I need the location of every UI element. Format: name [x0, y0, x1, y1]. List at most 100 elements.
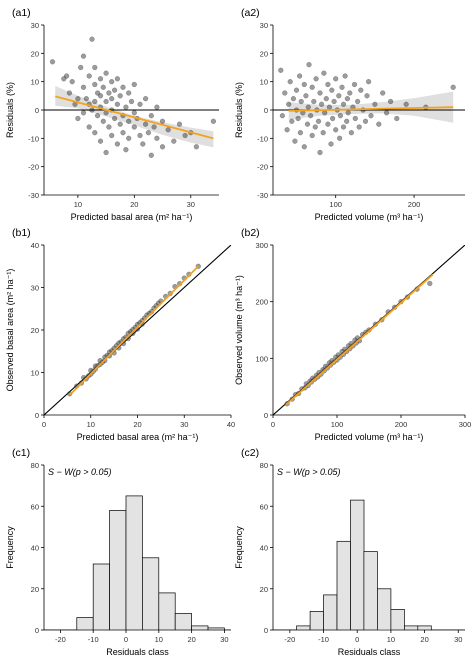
- x-tick-label: 20: [420, 635, 428, 644]
- data-point: [364, 93, 370, 99]
- data-point: [131, 81, 137, 88]
- x-axis-label: Predicted basal area: [71, 212, 154, 222]
- x-tick-label: 20: [187, 635, 195, 644]
- panel-label: (b2): [241, 227, 260, 239]
- histogram-bar: [142, 557, 160, 630]
- histogram-bar: [363, 551, 378, 630]
- data-point: [321, 70, 327, 76]
- data-point: [103, 149, 109, 156]
- data-point: [295, 115, 301, 122]
- y-axis-unit: (m³ ha⁻¹): [234, 275, 244, 314]
- data-point: [123, 147, 129, 153]
- y-tick-label: -10: [28, 134, 39, 143]
- data-point: [306, 62, 312, 68]
- data-point: [126, 118, 132, 124]
- y-tick-label: -30: [257, 191, 268, 200]
- histogram-bar: [296, 625, 311, 630]
- data-point: [75, 115, 81, 122]
- data-point: [109, 96, 115, 102]
- y-axis-label: Frequency: [234, 526, 244, 569]
- data-point: [312, 124, 318, 130]
- x-tick-label: 10: [74, 200, 82, 209]
- panel-b2: (b2) 0 100 200 300 0 100 200 300 Predicted volume…: [234, 227, 471, 442]
- data-point: [309, 84, 315, 90]
- annotation-label: S − W(p > 0.05): [48, 467, 112, 477]
- x-tick-label: -10: [88, 635, 99, 644]
- data-point: [376, 121, 382, 127]
- data-point: [131, 124, 137, 130]
- data-point: [331, 98, 337, 105]
- x-axis-title: Predicted volume (m³ ha⁻¹): [315, 212, 424, 222]
- data-point: [140, 141, 146, 147]
- data-point: [323, 96, 329, 102]
- x-tick-label: -10: [318, 635, 329, 644]
- histogram-bar: [417, 625, 432, 630]
- y-tick-label: -20: [28, 163, 39, 172]
- y-tick-label: -20: [257, 163, 268, 172]
- panel-label: (c2): [241, 447, 259, 459]
- data-point: [111, 87, 118, 93]
- data-point: [362, 118, 369, 124]
- histogram-bar: [377, 588, 392, 630]
- data-point: [340, 124, 347, 130]
- data-point: [315, 118, 322, 124]
- histogram-bar: [323, 594, 338, 630]
- y-axis-unit: (m² ha⁻¹): [5, 269, 15, 308]
- y-axis-title: Frequency: [234, 526, 244, 569]
- data-point: [114, 141, 121, 147]
- data-point: [388, 98, 394, 105]
- data-point: [384, 110, 390, 116]
- x-axis-unit: (m³ ha⁻¹): [384, 432, 423, 442]
- data-point: [131, 110, 137, 116]
- data-point: [86, 124, 92, 130]
- panel-label: (a1): [12, 7, 31, 19]
- x-tick-label: 0: [42, 420, 46, 429]
- data-point: [333, 127, 339, 133]
- data-point: [111, 115, 118, 122]
- data-point: [344, 118, 350, 124]
- histogram-bar: [350, 499, 365, 630]
- data-point: [339, 84, 345, 90]
- data-point: [394, 115, 400, 122]
- panel-a1: (a1) -30 -20 -10 0 10 20 30 10 20 30 Predicted basa…: [5, 7, 219, 222]
- data-point: [137, 132, 143, 139]
- data-point: [80, 53, 87, 59]
- data-point: [103, 98, 109, 105]
- data-point: [92, 81, 98, 88]
- data-point: [126, 90, 132, 96]
- y-tick-label: 20: [31, 49, 39, 58]
- y-tick-label: 40: [260, 544, 268, 553]
- annotation-label: S − W(p > 0.05): [277, 467, 341, 477]
- data-point: [176, 121, 183, 127]
- x-tick-label: 10: [387, 635, 395, 644]
- data-point: [355, 98, 361, 105]
- data-point: [109, 79, 115, 85]
- data-point: [126, 135, 132, 141]
- data-point: [137, 101, 143, 107]
- y-tick-label: -30: [28, 191, 39, 200]
- data-point: [100, 84, 106, 90]
- data-point: [337, 135, 343, 141]
- histogram-bar: [109, 510, 127, 630]
- x-axis-label: Predicted volume: [315, 212, 385, 222]
- x-axis-title: Predicted basal area (m² ha⁻¹): [77, 432, 199, 442]
- y-tick-label: 0: [264, 626, 268, 635]
- x-axis-unit: (m² ha⁻¹): [153, 212, 192, 222]
- plot-area: [44, 495, 231, 630]
- data-point: [143, 121, 149, 127]
- y-tick-label: 300: [255, 241, 268, 250]
- data-point: [109, 132, 115, 139]
- x-tick-label: 30: [187, 200, 195, 209]
- data-point: [80, 84, 87, 90]
- data-point: [313, 76, 319, 82]
- data-point: [83, 96, 89, 102]
- data-point: [66, 90, 73, 96]
- plot-area: [44, 36, 219, 158]
- x-tick-label: 10: [155, 635, 163, 644]
- data-point: [159, 144, 166, 150]
- data-point: [292, 138, 298, 144]
- x-tick-label: 100: [331, 420, 344, 429]
- y-tick-label: 0: [35, 106, 39, 115]
- data-point: [49, 59, 56, 65]
